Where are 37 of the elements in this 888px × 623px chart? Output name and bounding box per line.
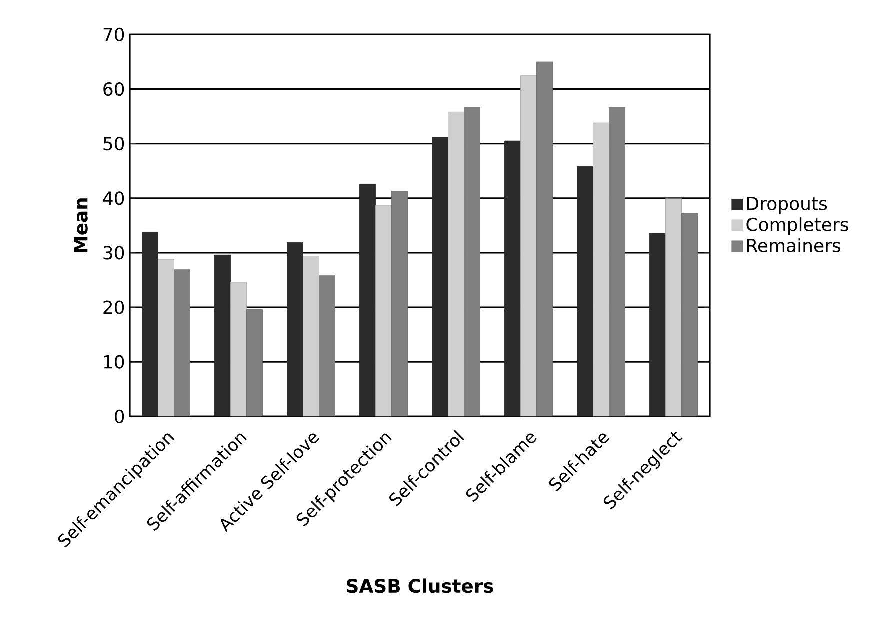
bar (376, 205, 392, 417)
y-tick-label: 20 (104, 300, 124, 314)
y-tick-label: 60 (104, 82, 124, 96)
bar (214, 255, 231, 417)
bar (230, 282, 247, 417)
bar (464, 108, 480, 417)
bar (682, 214, 698, 417)
y-tick-label: 70 (104, 28, 124, 42)
bar (303, 256, 320, 417)
bar (287, 242, 304, 417)
bar (504, 141, 521, 417)
y-tick-label: 10 (104, 355, 124, 370)
bar (650, 233, 666, 417)
y-tick-label: 50 (104, 137, 124, 151)
bar (609, 108, 626, 417)
bar (360, 184, 376, 417)
bar (520, 76, 537, 417)
bar (577, 166, 594, 417)
bar (536, 62, 553, 417)
y-tick-label: 30 (104, 246, 124, 260)
bar (158, 259, 174, 417)
bar (319, 276, 336, 417)
bar (246, 310, 263, 417)
legend-label: Completers (746, 218, 848, 236)
y-axis-title: Mean (74, 198, 88, 253)
bar (392, 191, 408, 417)
bar (174, 270, 190, 417)
legend-label: Dropouts (747, 197, 828, 214)
y-tick-label: 40 (103, 192, 124, 206)
bar (142, 232, 158, 417)
bar (432, 137, 448, 417)
legend-label: Remainers (747, 238, 840, 253)
y-tick-label: 0 (115, 410, 124, 424)
bar (448, 112, 464, 417)
x-axis-title: SASB Clusters (347, 578, 494, 594)
bar (593, 123, 610, 417)
bar (666, 198, 682, 417)
